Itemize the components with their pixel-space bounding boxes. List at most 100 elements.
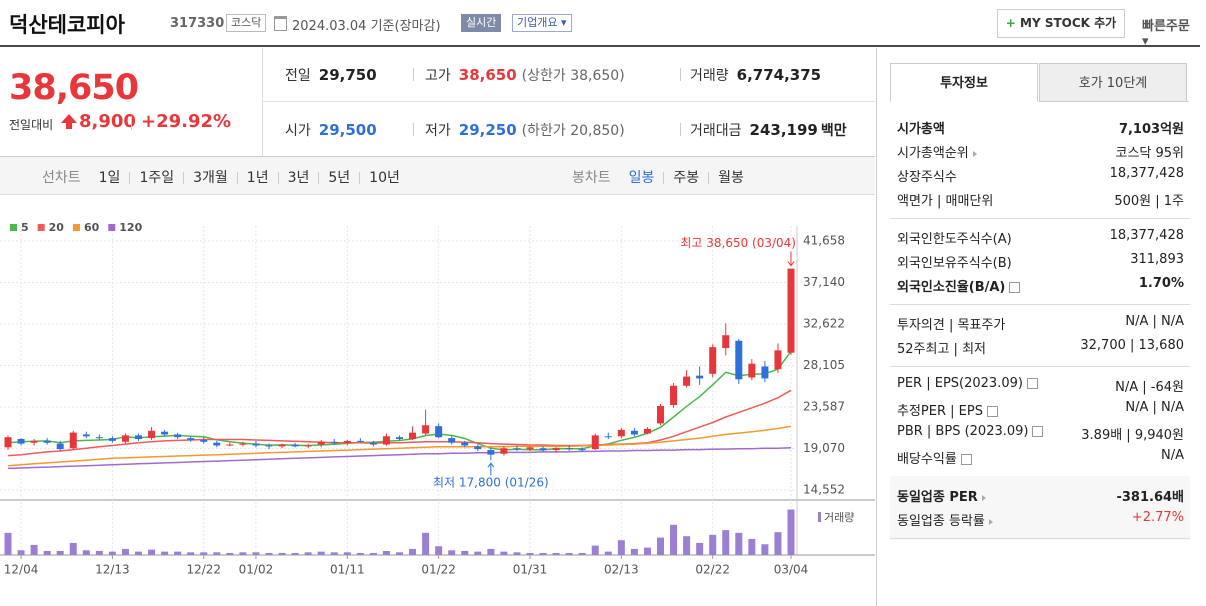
info-label: 시가총액순위 [897,142,977,161]
info-label: 외국인보유주식수(B) [897,252,1012,271]
overview-button[interactable]: 기업개요 ▾ [512,14,572,32]
info-value: -381.64배 [1116,490,1184,505]
volume-bar [474,551,482,555]
volume-bar [187,552,195,555]
tab-divider [318,172,320,184]
info-label-text: 동일업종 PER [897,490,978,505]
realtime-badge[interactable]: 실시간 [461,14,502,32]
x-tick-label: 02/13 [604,563,639,577]
tab-group-label: 선차트 [42,170,81,186]
volume-bar [213,552,221,555]
info-label-text: PBR | BPS (2023.09) [897,424,1029,439]
help-icon[interactable] [1009,282,1021,293]
info-label-text: 동일업종 등락률 [897,514,985,529]
volume-bar [291,552,299,555]
volume-bar [696,542,704,555]
invest-tab[interactable]: 투자정보 [890,63,1038,102]
invest-tab[interactable]: 호가 10단계 [1039,63,1187,102]
candle-body [291,444,299,447]
candle-body [643,428,651,434]
summary-unit: 백만 [820,123,847,139]
volume-bar [670,524,678,555]
volume-bar [239,552,247,555]
summary-label: 거래대금 [690,123,742,139]
arrow-icon [972,150,977,157]
info-value: 7,103억원 [1118,122,1184,137]
candle-body [226,444,234,446]
help-icon[interactable] [1026,378,1038,389]
candle-body [487,450,495,455]
mystock-text: MY STOCK 추가 [1020,16,1117,30]
mystock-button[interactable]: + MY STOCK 추가 [997,9,1125,38]
volume-bar [748,538,756,555]
info-label-text: 시가총액 [897,122,945,137]
period-tab[interactable]: 1일 [98,170,121,186]
period-tab[interactable]: 1년 [246,170,269,186]
volume-bar [487,548,495,555]
volume-bar [135,551,142,555]
info-label: 시가총액 [897,118,945,137]
group-divider [890,366,1190,367]
candle-tab[interactable]: 일봉 [628,170,655,186]
volume-bar [578,552,586,555]
x-tick-label: 12/22 [186,563,221,577]
quick-order[interactable]: 빠른주문 ▾ [1142,19,1190,49]
candle-body [683,376,691,386]
help-icon[interactable] [986,406,998,417]
market-badge: 코스닥 [226,14,267,32]
info-value: 18,377,428 [1109,166,1184,181]
candle-body [200,439,208,442]
candle-tab[interactable]: 월봉 [718,170,744,186]
volume-bar [252,552,260,555]
summary-label: 거래량 [690,68,729,84]
candle-body [265,445,273,447]
summary-label: 고가 [425,68,451,84]
ma-line [7,425,792,467]
info-value: N/A | N/A [1125,400,1184,415]
help-icon[interactable] [1032,426,1044,437]
candle-body [43,440,51,443]
period-tab[interactable]: 3개월 [193,170,228,186]
panel-bottom [890,538,1190,539]
help-icon[interactable] [960,454,972,465]
change-label: 전일대비 [9,118,54,132]
info-label-text: 시가총액순위 [897,146,969,161]
candle-body [95,437,103,439]
info-value: N/A | -64원 [1115,380,1184,395]
period-tab[interactable]: 5년 [328,170,351,186]
group-divider [890,218,1190,219]
volume-bar [513,552,521,555]
summary-cell: 전일 29,750 [285,65,377,85]
candle-body [761,366,769,379]
volume-bar [422,532,430,555]
period-tab[interactable]: 1주일 [139,170,175,186]
info-value: 311,893 [1130,252,1184,267]
volume-bar [121,548,129,555]
legend-label: 20 [49,221,65,234]
ma-line [7,389,792,457]
header: 덕산테코피아 317330 코스닥 2024.03.04 기준(장마감) 실시간… [0,0,1200,49]
candle-body [500,448,508,454]
period-tab[interactable]: 3년 [287,170,310,186]
volume-bar [539,552,547,555]
info-label: 액면가 | 매매단위 [897,190,993,209]
tab-baseline [1039,101,1189,102]
info-label: 투자의견 | 목표주가 [897,314,1005,333]
volume-bar [330,552,338,555]
candle-body [382,436,390,445]
overview-text: 기업개요 [517,16,558,29]
x-tick-label: 12/13 [95,563,130,577]
volume-bar [200,552,208,555]
volume-bar [630,548,638,555]
volume-bar [369,552,377,555]
summary-value: 29,250 [458,121,517,139]
volume-bar [643,547,651,555]
candle-body [657,405,664,424]
period-tab[interactable]: 10년 [369,170,400,186]
volume-bar [226,552,234,555]
volume-bar [317,551,325,555]
candle-tab[interactable]: 주봉 [673,170,700,186]
candle-body [552,448,560,451]
info-label: 동일업종 PER [897,486,986,505]
y-tick-label: 28,105 [803,358,845,372]
